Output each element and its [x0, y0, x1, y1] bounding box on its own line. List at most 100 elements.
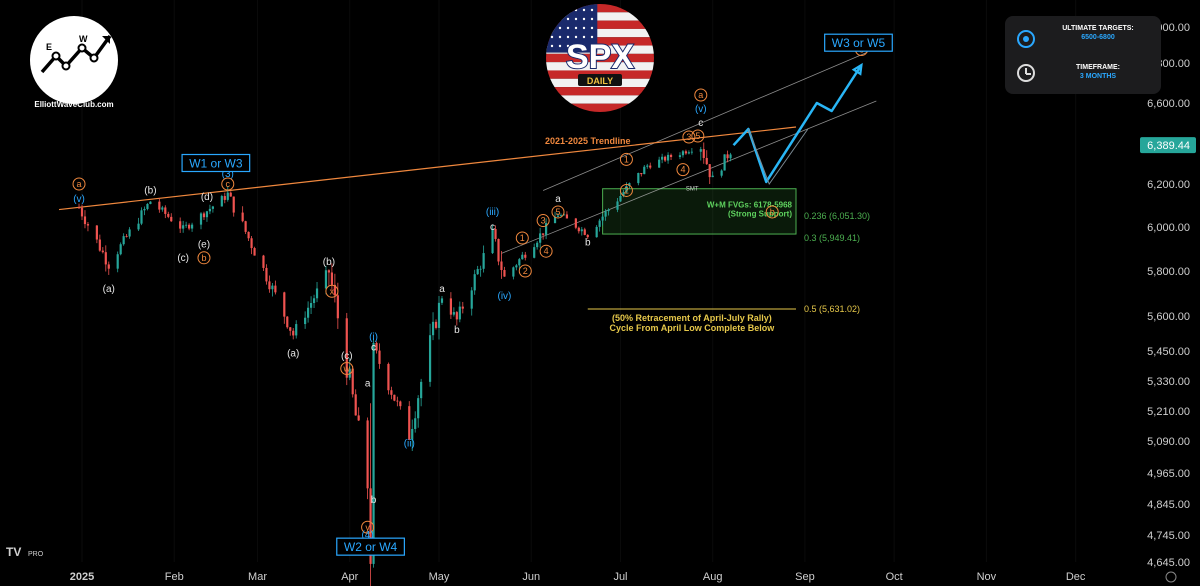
candle: [473, 274, 476, 291]
wave-label: (a): [103, 284, 115, 295]
targets-row: [1017, 30, 1035, 48]
candle: [369, 488, 372, 564]
candle: [393, 394, 396, 401]
candle: [274, 285, 277, 293]
candle: [628, 183, 631, 186]
wave-label: b: [770, 207, 775, 217]
y-tick-label: 4,845.00: [1147, 499, 1190, 511]
candle: [482, 253, 485, 269]
candle: [309, 303, 313, 308]
wave-label: c: [490, 222, 495, 233]
wave-label-circle: [691, 129, 705, 143]
trendline-label: 2021-2025 Trendline: [545, 136, 631, 146]
x-tick-label: Aug: [703, 571, 723, 583]
candle: [149, 201, 152, 204]
wave-label-circle: [619, 152, 633, 166]
candle: [720, 170, 723, 176]
flag-star: [590, 26, 594, 30]
candle: [699, 149, 702, 152]
candle: [669, 154, 673, 158]
projection-path: SMT: [686, 62, 863, 192]
candle: [637, 172, 640, 184]
candle: [580, 229, 583, 232]
candle: [521, 254, 524, 260]
fvg-zone: W+M FVGs: 6178-5968(Strong Support): [602, 188, 797, 235]
wave-box-label: W2 or W4: [344, 540, 398, 554]
wave-label: (3): [222, 169, 234, 180]
y-tick-label: 5,330.00: [1147, 376, 1190, 388]
projection-alt-line: [747, 128, 809, 186]
x-tick-label: Sep: [795, 571, 815, 583]
wave-label: 5: [695, 131, 700, 141]
timeframe-row: [1017, 64, 1035, 82]
candle: [452, 312, 455, 315]
candle: [226, 192, 229, 200]
fvg-label: W+M FVGs: 6178-5968: [707, 201, 793, 210]
flag-stripe: [546, 53, 654, 63]
candle: [128, 229, 131, 237]
flag-stripe: [546, 37, 654, 46]
wave-label: a: [365, 379, 371, 390]
candle: [295, 324, 298, 336]
wave-box: [824, 33, 893, 52]
candle: [116, 254, 119, 269]
wave-label: 1: [624, 154, 629, 164]
x-tick-label: Jun: [522, 571, 540, 583]
logo-node: [51, 51, 61, 61]
candle: [408, 406, 411, 440]
wave-label-circle: [197, 251, 211, 265]
flag-stripe: [546, 62, 654, 71]
channel-line: [501, 100, 877, 254]
candle: [643, 166, 646, 175]
grid: [81, 0, 1077, 562]
x-tick-label: Oct: [886, 571, 903, 583]
wave-box-label: W1 or W3: [189, 157, 243, 171]
candle: [375, 342, 378, 351]
candle: [729, 154, 732, 159]
candle: [565, 214, 569, 219]
flag-stripe: [546, 4, 654, 13]
wave-label-circle: [682, 130, 696, 144]
info-panel: ULTIMATE TARGETS: 6500-6800 TIMEFRAME: 3…: [1005, 16, 1161, 94]
candle: [333, 284, 336, 296]
candle: [518, 259, 521, 266]
candle: [345, 318, 348, 378]
logo-node: [61, 61, 71, 71]
candle: [619, 195, 622, 202]
projection-line: [732, 64, 863, 184]
candle: [372, 342, 375, 564]
wave-label: (e): [198, 240, 210, 251]
candle: [497, 238, 500, 262]
projection-arrow: [851, 62, 863, 76]
candle: [190, 224, 194, 229]
candle: [247, 231, 250, 239]
timeframe-value: 3 MONTHS: [1079, 73, 1117, 80]
badge-timeframe-bg: [578, 74, 622, 86]
wave-label: a: [698, 90, 703, 100]
target-icon: [1017, 30, 1035, 48]
candle: [553, 216, 557, 224]
flag-stripe: [546, 12, 654, 21]
candle: [512, 267, 515, 277]
wave-label: c: [226, 179, 231, 189]
candle: [434, 321, 438, 328]
wave-label: (v): [73, 194, 85, 205]
logo-node: [89, 53, 99, 63]
y-tick-label: 5,090.00: [1147, 436, 1190, 448]
flag-star: [550, 35, 554, 39]
candle: [220, 196, 223, 207]
candle: [708, 164, 711, 178]
candle: [494, 228, 497, 239]
settings-icon: [1165, 571, 1177, 583]
candle: [711, 175, 714, 178]
wave-label: (d): [201, 192, 213, 203]
wave-label: 3: [686, 132, 691, 142]
flag-star: [582, 26, 586, 30]
candle: [244, 221, 247, 232]
candle: [536, 242, 539, 248]
y-tick-label: 5,450.00: [1147, 346, 1190, 358]
candle: [164, 207, 167, 214]
candle: [640, 172, 643, 175]
